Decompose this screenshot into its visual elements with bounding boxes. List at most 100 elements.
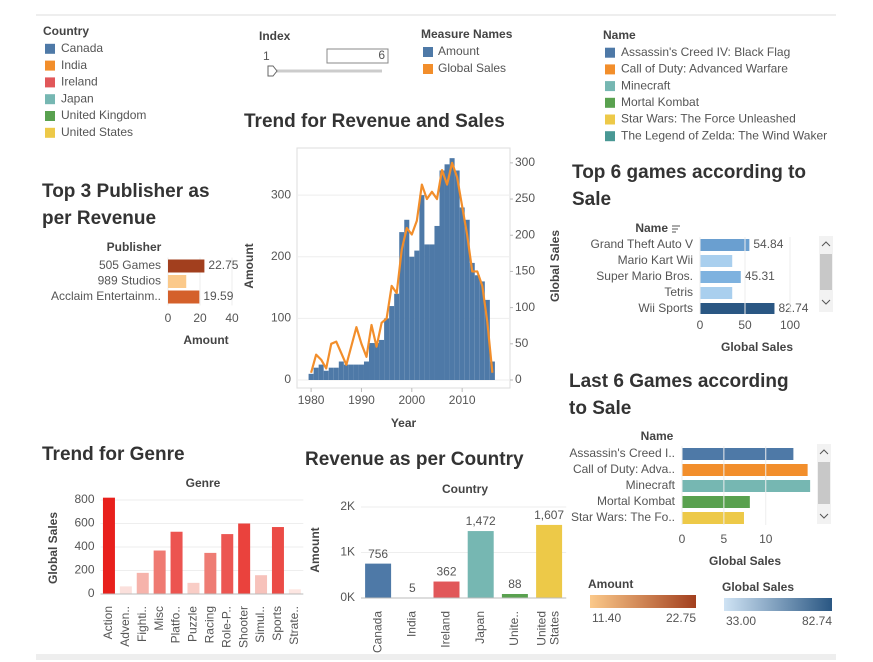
- bar: [682, 464, 808, 476]
- x-tick-label: Sports: [270, 606, 284, 641]
- bar: [271, 527, 284, 594]
- scroll-arrows[interactable]: [819, 449, 829, 519]
- category-header: Name: [635, 221, 668, 235]
- x-axis-title: Year: [391, 416, 417, 430]
- legend-title: Country: [43, 24, 89, 38]
- chart-title: Top 6 games according to Sale: [572, 162, 807, 210]
- x-tick-label: Misc: [152, 606, 166, 631]
- bar: [255, 575, 268, 594]
- scrollbar[interactable]: [819, 236, 833, 312]
- bar: [682, 448, 794, 460]
- legend-label: Minecraft: [621, 78, 671, 92]
- chart-title: Revenue as per Country: [305, 449, 524, 470]
- bar: [484, 299, 490, 380]
- x-axis-title: Global Sales: [709, 554, 781, 568]
- y2-tick-label: 250: [515, 191, 535, 205]
- bar: [168, 275, 187, 288]
- legend-swatch: [45, 127, 55, 138]
- scroll-thumb[interactable]: [820, 254, 832, 290]
- scroll-arrows[interactable]: [821, 241, 831, 305]
- legend-swatch: [605, 47, 615, 58]
- legend-label: Canada: [61, 41, 103, 55]
- chart-title: Top 3 Publisher as per Revenue: [42, 181, 210, 229]
- bar: [536, 524, 563, 598]
- bar: [170, 531, 183, 594]
- bar: [348, 364, 354, 380]
- chart-title: Last 6 Games according to Sale: [569, 371, 789, 419]
- bar-rows: Assassin's Creed I.. Call of Duty: Adva..…: [569, 446, 811, 524]
- bar: [238, 523, 251, 594]
- x-tick-group: Shooter: [236, 606, 250, 648]
- bar: [313, 367, 319, 380]
- bar: [459, 207, 465, 380]
- filter-input[interactable]: [326, 48, 389, 64]
- color-ramp: [724, 598, 832, 611]
- x-tick-group: Puzzle: [186, 606, 200, 642]
- bar: [439, 170, 445, 380]
- legend-label: Mortal Kombat: [621, 95, 700, 109]
- filter-title: Index: [259, 29, 291, 43]
- x-axis-title: Amount: [183, 333, 228, 347]
- bar: [469, 262, 475, 380]
- category-label: Mario Kart Wii: [618, 253, 693, 267]
- x-tick-group: Role-P..: [219, 606, 233, 648]
- value-label: 82.74: [778, 301, 808, 315]
- bar: [389, 306, 395, 380]
- value-label: 756: [368, 547, 388, 561]
- bar: [384, 318, 390, 380]
- x-tick-label: 1990: [348, 393, 375, 407]
- color-legend-min: 11.40: [592, 611, 621, 625]
- y-tick-label: 200: [74, 563, 94, 577]
- y2-tick-label: 0: [515, 372, 522, 386]
- bar: [479, 281, 485, 380]
- filter-value[interactable]: 6: [378, 48, 385, 62]
- x-tick-group: Ireland: [439, 611, 453, 648]
- x-tick-label: Racing: [203, 606, 217, 643]
- category-label: 989 Studios: [98, 274, 161, 288]
- bar: [323, 370, 329, 380]
- bar: [464, 219, 470, 380]
- category-label: Mortal Kombat: [597, 494, 676, 508]
- legend-label: India: [61, 58, 87, 72]
- x-tick-label: Strate..: [287, 606, 301, 645]
- bar: [204, 552, 217, 594]
- legend-label: United States: [61, 125, 133, 139]
- bar: [102, 497, 115, 594]
- x-tick-label: Shooter: [236, 606, 250, 648]
- slider-handle[interactable]: [267, 65, 278, 77]
- bar: [682, 512, 744, 524]
- category-label: Minecraft: [626, 478, 676, 492]
- bar: [474, 275, 480, 380]
- scrollbar[interactable]: [817, 444, 831, 524]
- legend-label: Ireland: [61, 75, 98, 89]
- sort-icon[interactable]: [672, 225, 680, 233]
- legend-swatch: [605, 64, 615, 75]
- x-tick-group: Sports: [270, 606, 284, 641]
- value-label: 5: [409, 581, 416, 595]
- bar: [187, 582, 200, 594]
- category-header: Publisher: [107, 240, 162, 254]
- x-tick-label: Platfo..: [169, 606, 183, 643]
- chart-title: Trend for Genre: [42, 444, 185, 465]
- color-legend-title: Amount: [588, 577, 633, 591]
- y-tick-label: 0K: [340, 590, 355, 604]
- legend-label: United Kingdom: [61, 108, 146, 122]
- x-axis-title: Global Sales: [721, 340, 793, 354]
- category-header: Genre: [186, 476, 221, 490]
- category-label: Grand Theft Auto V: [590, 237, 693, 251]
- bar: [369, 343, 375, 380]
- bar: [333, 367, 339, 380]
- legend-label: Amount: [438, 44, 480, 58]
- bar: [429, 244, 435, 380]
- legend-swatch: [45, 77, 55, 88]
- scroll-thumb[interactable]: [818, 462, 830, 504]
- category-label: Assassin's Creed I..: [569, 446, 675, 460]
- x-tick-label: India: [404, 611, 418, 637]
- x-tick-label: 40: [225, 311, 239, 325]
- x-tick-label: 0: [165, 311, 172, 325]
- bar: [700, 303, 775, 314]
- legend-swatch: [45, 94, 55, 105]
- y-tick-label: 100: [271, 311, 291, 325]
